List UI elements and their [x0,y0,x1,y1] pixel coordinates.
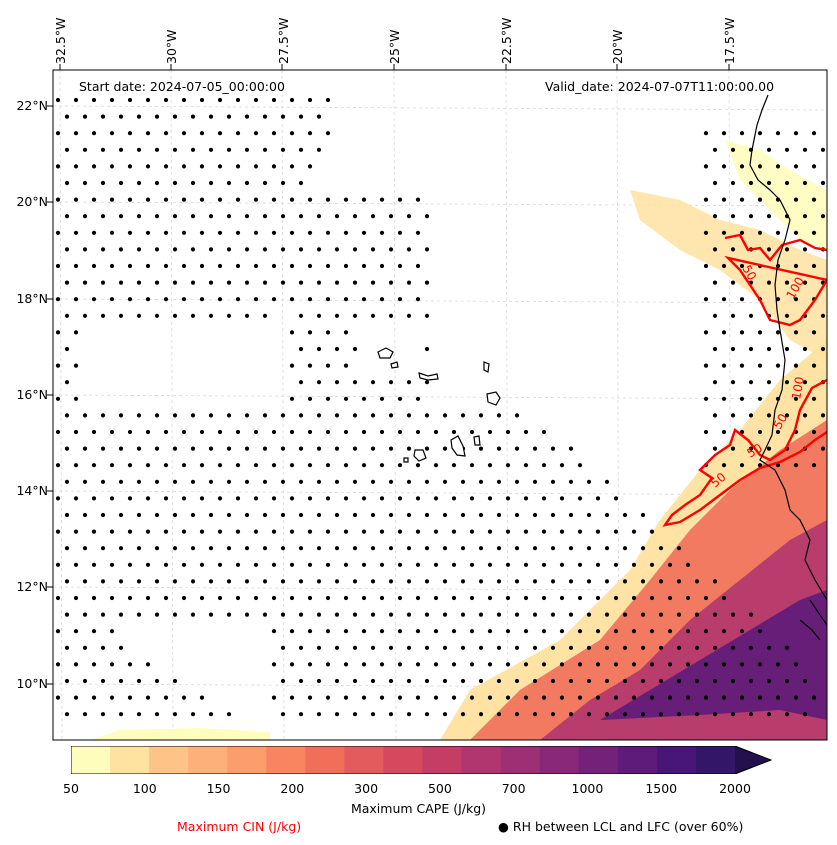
cin-contour-labels: 50 100 100 50 50 50 [708,263,807,491]
colorbar-cell [149,746,189,774]
colorbar-tick-label: 50 [63,781,79,796]
cin-label: 50 [770,411,790,431]
start-date-label: Start date: 2024-07-05_00:00:00 [79,79,285,94]
island-fogo [413,449,427,462]
island-santiago [450,435,466,457]
colorbar-cell [695,746,736,774]
colorbar-tick-label: 200 [280,781,305,796]
colorbar-tick-label: 2000 [719,781,751,796]
lon-tick-label: 25°W [387,29,402,64]
island-sao-vicente [390,361,399,369]
lat-tick-label: 18°N [16,291,48,306]
colorbar-cell [110,746,150,774]
cape-verde-islands [377,347,501,463]
lat-tick-label: 12°N [16,579,48,594]
cin-contour-north [724,233,827,327]
colorbar-cell [578,746,619,774]
colorbar-label: Maximum CAPE (J/kg) [350,801,487,816]
colorbar-cell [500,746,541,774]
island-sal [483,361,490,373]
colorbar-cell [188,746,228,774]
colorbar-cell [539,746,580,774]
colorbar-cell [266,746,306,774]
lon-tick-label: 22.5°W [499,17,514,64]
colorbar-cell [422,746,463,774]
map-frame [52,69,828,741]
cin-legend: Maximum CIN (J/kg) [177,819,302,834]
colorbar-tick-label: 150 [206,781,231,796]
coastlines [749,94,827,641]
cin-contours [662,233,827,527]
lon-tick-label: 30°W [164,29,179,64]
lat-tick-label: 20°N [16,194,48,209]
colorbar-tick-label: 1500 [645,781,678,796]
lon-tick-label: 32.5°W [53,17,68,64]
colorbar-cell [617,746,658,774]
colorbar-outline [71,746,773,774]
africa-coastline [749,94,827,601]
island-maio [473,435,481,446]
cin-label: 50 [739,263,759,283]
cin-label: 50 [745,441,765,461]
cin-label: 100 [789,376,807,401]
colorbar-cell [656,746,697,774]
colorbar-tick-label: 100 [132,781,157,796]
island-boa-vista [486,391,501,406]
lon-tick-label: 27.5°W [276,17,291,64]
lat-tick-label: 16°N [16,387,48,402]
colorbar-cell [305,746,346,774]
colorbar-cell [461,746,502,774]
colorbar-cell [71,746,111,774]
island-sao-nicolau [418,372,439,381]
colorbar-cell [344,746,385,774]
cape-colorbar [71,746,773,774]
colorbar-tick-label: 1000 [571,781,604,796]
coast-island-group [799,599,827,641]
colorbar-extend-arrow [735,746,771,774]
cape-band-coast [725,140,827,250]
island-santo-antao [377,347,394,359]
lat-tick-label: 10°N [16,676,48,691]
cin-contour-south [662,378,827,527]
lat-tick-label: 22°N [16,98,48,113]
cape-area-core [600,590,827,720]
rh-legend: ● RH between LCL and LFC (over 60%) [498,819,744,834]
lon-tick-label: 20°W [610,29,625,64]
colorbar-cell [227,746,267,774]
lat-tick-label: 14°N [16,483,48,498]
rh-stipple [55,97,826,717]
colorbar-cell [383,746,424,774]
colorbar-tick-label: 700 [501,781,526,796]
colorbar-tick-label: 500 [427,781,452,796]
valid-date-label: Valid_date: 2024-07-07T11:00:00.00 [545,79,775,94]
island-brava [403,457,409,463]
cape-strip-south [90,728,270,740]
colorbar-tick-label: 300 [354,781,379,796]
lon-tick-label: 17.5°W [722,17,737,64]
axis-ticks [47,64,730,685]
